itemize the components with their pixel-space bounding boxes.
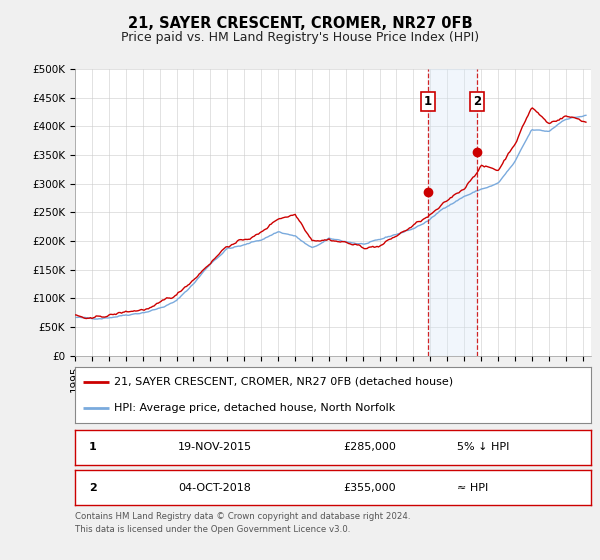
Text: 04-OCT-2018: 04-OCT-2018 (178, 483, 251, 493)
Text: 19-NOV-2015: 19-NOV-2015 (178, 442, 253, 452)
Text: £355,000: £355,000 (343, 483, 396, 493)
Text: 21, SAYER CRESCENT, CROMER, NR27 0FB (detached house): 21, SAYER CRESCENT, CROMER, NR27 0FB (de… (114, 377, 453, 387)
Text: 5% ↓ HPI: 5% ↓ HPI (457, 442, 509, 452)
Text: 1: 1 (424, 95, 433, 108)
Text: 1: 1 (89, 442, 97, 452)
Text: This data is licensed under the Open Government Licence v3.0.: This data is licensed under the Open Gov… (75, 525, 350, 534)
Text: Price paid vs. HM Land Registry's House Price Index (HPI): Price paid vs. HM Land Registry's House … (121, 31, 479, 44)
Text: 2: 2 (89, 483, 97, 493)
Text: 2: 2 (473, 95, 481, 108)
Bar (428, 69, 477, 356)
Text: £285,000: £285,000 (343, 442, 396, 452)
Text: HPI: Average price, detached house, North Norfolk: HPI: Average price, detached house, Nort… (114, 403, 395, 413)
Text: 21, SAYER CRESCENT, CROMER, NR27 0FB: 21, SAYER CRESCENT, CROMER, NR27 0FB (128, 16, 472, 31)
Text: ≈ HPI: ≈ HPI (457, 483, 488, 493)
Text: Contains HM Land Registry data © Crown copyright and database right 2024.: Contains HM Land Registry data © Crown c… (75, 512, 410, 521)
